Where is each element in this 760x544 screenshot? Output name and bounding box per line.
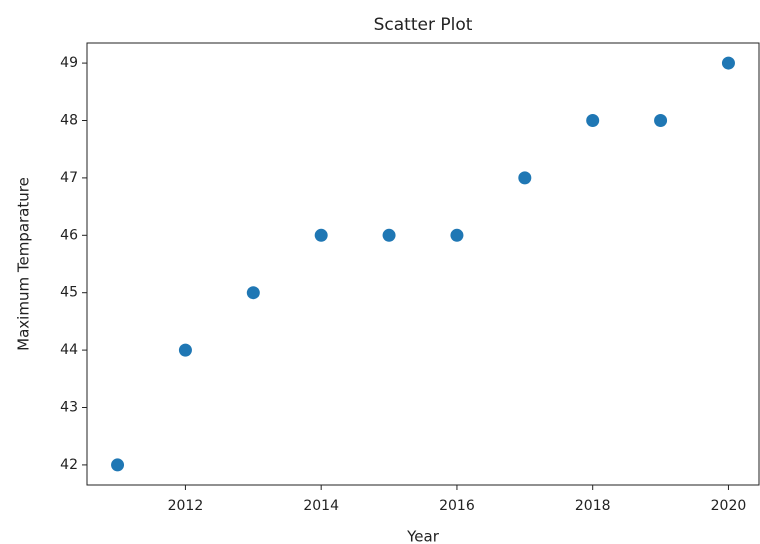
point — [450, 228, 464, 242]
point — [178, 343, 192, 357]
x-tick-label: 2018 — [575, 498, 611, 514]
point — [586, 113, 600, 127]
point — [246, 286, 260, 300]
y-tick-label: 44 — [60, 342, 78, 358]
point — [382, 228, 396, 242]
point — [518, 171, 532, 185]
point — [111, 458, 125, 472]
x-tick-label: 2014 — [303, 498, 339, 514]
y-tick-label: 45 — [60, 285, 78, 301]
point — [314, 228, 328, 242]
x-tick-label: 2020 — [711, 498, 747, 514]
x-tick-label: 2016 — [439, 498, 475, 514]
plot-frame — [86, 42, 760, 486]
y-tick-label: 46 — [60, 227, 78, 243]
y-tick-label: 43 — [60, 400, 78, 416]
y-tick-label: 48 — [60, 112, 78, 128]
y-tick-label: 42 — [60, 457, 78, 473]
point — [654, 113, 668, 127]
y-tick-label: 47 — [60, 170, 78, 186]
chart-title: Scatter Plot — [374, 15, 473, 35]
point — [721, 56, 735, 70]
y-axis-label: Maximum Temparature — [15, 177, 33, 351]
y-tick-label: 49 — [60, 55, 78, 71]
x-axis-label: Year — [406, 528, 440, 544]
x-tick-label: 2012 — [168, 498, 204, 514]
